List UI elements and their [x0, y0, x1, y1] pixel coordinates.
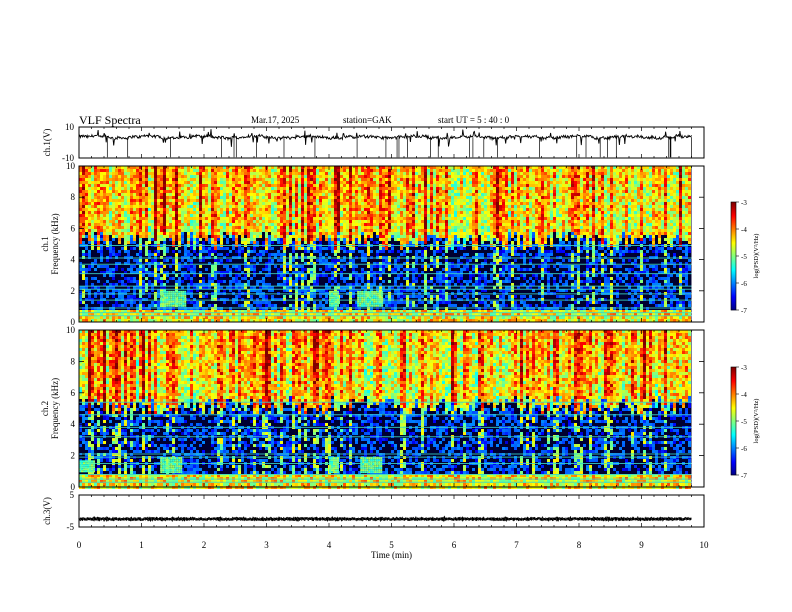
- panel-frame: [78, 494, 705, 528]
- xtick-label: 7: [514, 540, 519, 550]
- emission-burst: [360, 457, 383, 474]
- emission-burst: [357, 290, 384, 307]
- ytick-label: 4: [71, 255, 76, 265]
- emission-burst: [160, 457, 183, 474]
- station-label: station=GAK: [343, 115, 392, 125]
- xtick-label: 3: [264, 540, 269, 550]
- xtick-label: 6: [452, 540, 457, 550]
- colorbar-tick-label: -6: [741, 445, 747, 453]
- colorbar-tick-label: -5: [741, 253, 747, 261]
- ytick-label: 5: [70, 490, 75, 500]
- ylabel: ch.1Frequency (kHz): [40, 213, 60, 274]
- xtick-label: 5: [389, 540, 394, 550]
- ytick-label: 4: [71, 419, 76, 429]
- ytick-label: 10: [65, 122, 75, 132]
- panel-frame: [78, 126, 705, 159]
- colorbar-tick-label: -7: [741, 307, 747, 315]
- ytick-label: 10: [66, 161, 76, 171]
- colorbar: [730, 201, 737, 311]
- ch2-spectrogram-panel: 0 2 4 6 8 10 ch.2Frequency (kHz): [40, 325, 705, 492]
- colorbars: -3 -4 -5 -6 -7 log(PSD)(V²/Hz) -3 -4 -5 -6 -7 log(P…: [730, 199, 760, 480]
- ylabel: ch.2Frequency (kHz): [40, 378, 60, 439]
- ch3-waveform-panel: 5 -5 ch.3(V): [42, 490, 705, 532]
- xtick-label: 0: [77, 540, 82, 550]
- emission-burst: [329, 290, 339, 307]
- emission-burst: [329, 457, 339, 474]
- xtick-label: 8: [577, 540, 582, 550]
- xtick-label: 10: [700, 540, 710, 550]
- ytick-label: 0: [71, 482, 76, 492]
- colorbar-tick-label: -3: [741, 364, 747, 372]
- start-time-label: start UT = 5 : 40 : 0: [438, 115, 510, 125]
- ylabel: ch.1(V): [42, 129, 52, 157]
- xtick-label: 9: [639, 540, 644, 550]
- xtick-label: 4: [327, 540, 332, 550]
- spectrogram-image: [79, 166, 691, 322]
- colorbar-label: log(PSD)(V²/Hz): [753, 234, 760, 279]
- colorbar-tick-label: -3: [741, 199, 747, 207]
- xtick-label: 2: [202, 540, 207, 550]
- ytick-label: 8: [71, 192, 76, 202]
- waveform-trace: [78, 515, 692, 523]
- ytick-label: 2: [71, 286, 76, 296]
- xaxis-label: Time (min): [371, 550, 412, 560]
- ytick-label: 6: [71, 223, 76, 233]
- ylabel: ch.3(V): [42, 497, 52, 525]
- date-label: Mar.17, 2025: [251, 115, 300, 125]
- emission-burst: [79, 460, 95, 473]
- emission-burst: [160, 290, 187, 307]
- colorbar-tick-label: -5: [741, 418, 747, 426]
- figure-title: VLF Spectra: [79, 113, 141, 127]
- ytick-label: 10: [66, 325, 76, 335]
- colorbar-tick-label: -6: [741, 280, 747, 288]
- colorbar-label: log(PSD)(V²/Hz): [753, 399, 760, 444]
- ytick-label: 8: [71, 356, 76, 366]
- ytick-label: 0: [71, 317, 76, 327]
- ytick-label: -10: [62, 153, 74, 163]
- colorbar-tick-label: -4: [741, 391, 747, 399]
- colorbar: [730, 366, 737, 476]
- ytick-label: -5: [67, 522, 75, 532]
- time-axis: 0 1 2 3 4 5 6 7 8 9 10 Time (min): [77, 540, 709, 560]
- colorbar-tick-label: -7: [741, 472, 747, 480]
- ch1-spectrogram-panel: 0 2 4 6 8 10 ch.1Frequency (kHz): [40, 161, 705, 327]
- ytick-label: 6: [71, 388, 76, 398]
- colorbar-tick-label: -4: [741, 226, 747, 234]
- xtick-label: 1: [139, 540, 144, 550]
- ytick-label: 2: [71, 451, 76, 461]
- ch1-waveform-panel: 10 -10 ch.1(V): [42, 122, 705, 163]
- waveform-trace: [78, 129, 692, 147]
